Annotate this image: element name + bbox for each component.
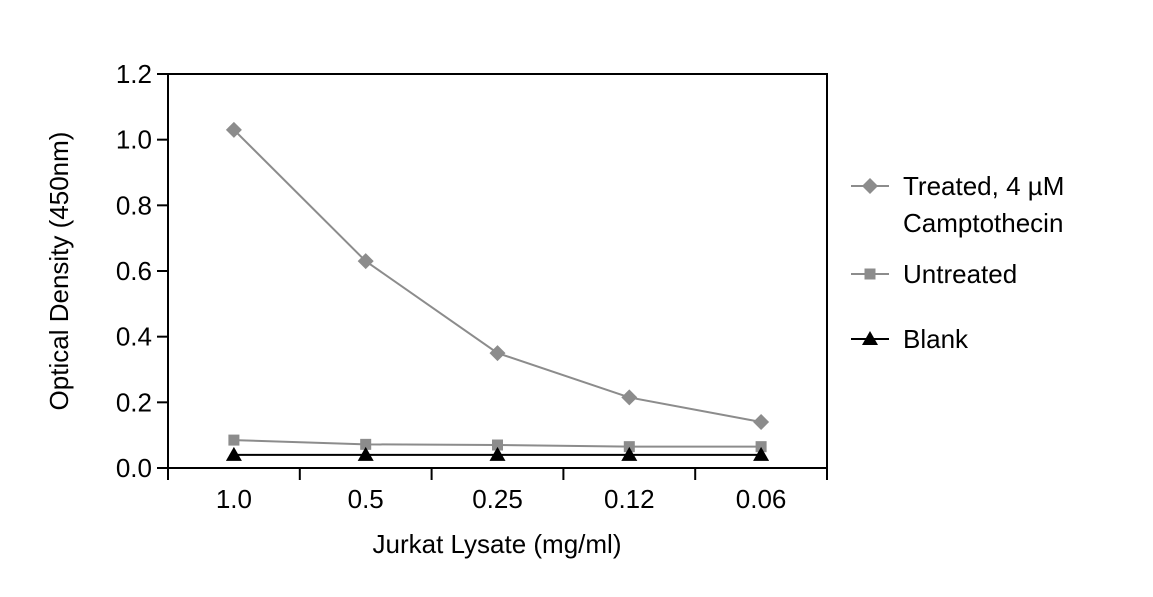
data-point [492, 439, 503, 451]
legend-item: Treated, 4 µM Camptothecin [851, 171, 1064, 238]
data-point [225, 446, 242, 461]
data-point [623, 441, 635, 453]
data-point [489, 446, 506, 461]
x-axis-label: Jurkat Lysate (mg/ml) [373, 529, 622, 559]
legend-item: Blank [851, 324, 969, 354]
series-2 [225, 446, 770, 461]
series-layer [225, 121, 770, 461]
data-point [755, 441, 767, 453]
data-point [357, 253, 374, 270]
y-tick-label: 0.8 [116, 190, 152, 220]
data-point [753, 446, 770, 461]
y-tick-label: 0.4 [116, 322, 152, 352]
y-tick-label: 0.0 [116, 453, 152, 483]
series-0 [225, 121, 770, 431]
x-axis-ticks: 1.0 0.5 0.25 0.12 0.06 [167, 468, 828, 514]
y-axis-label: Optical Density (450nm) [44, 132, 74, 411]
x-tick-label: 0.5 [348, 484, 384, 514]
legend-label: Treated, 4 µM [903, 171, 1064, 201]
legend-label: Camptothecin [903, 208, 1063, 238]
x-tick-label: 0.12 [604, 484, 655, 514]
data-point [621, 389, 638, 406]
y-tick-label: 0.6 [116, 256, 152, 286]
data-point [228, 434, 240, 446]
data-point [621, 446, 638, 461]
legend-marker [864, 268, 876, 280]
series-line [233, 129, 762, 424]
y-tick-label: 1.0 [116, 125, 152, 155]
data-point [753, 414, 770, 431]
legend-label: Blank [903, 324, 969, 354]
legend-marker [862, 331, 878, 345]
y-axis-ticks: 0.0 0.2 0.4 0.6 0.8 1.0 1.2 [116, 59, 168, 483]
plot-frame [167, 73, 828, 469]
series-1 [228, 434, 767, 453]
axes [167, 73, 828, 469]
legend-label: Untreated [903, 259, 1017, 289]
y-tick-label: 0.2 [116, 387, 152, 417]
x-tick-label: 1.0 [216, 484, 252, 514]
y-tick-label: 1.2 [116, 59, 152, 89]
data-point [489, 345, 506, 362]
data-point [360, 438, 372, 450]
x-tick-label: 0.06 [736, 484, 787, 514]
x-tick-label: 0.25 [472, 484, 523, 514]
legend: Treated, 4 µM Camptothecin Untreated Blank [851, 171, 1064, 354]
data-point [357, 446, 374, 461]
legend-marker [862, 178, 878, 194]
data-point [225, 121, 242, 138]
legend-item: Untreated [851, 259, 1017, 289]
